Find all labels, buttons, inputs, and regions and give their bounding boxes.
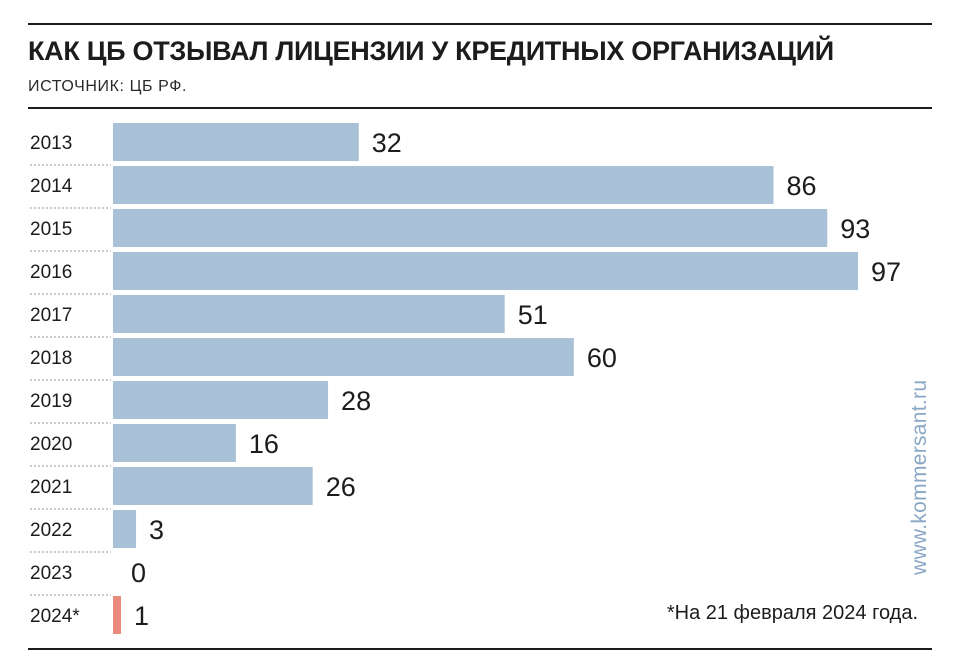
year-label-0: 2013	[30, 133, 72, 154]
value-label-7: 16	[249, 429, 279, 459]
bar-2020	[113, 424, 236, 462]
year-label-9: 2022	[30, 520, 72, 541]
value-label-1: 86	[787, 171, 817, 201]
year-label-8: 2021	[30, 477, 72, 498]
value-label-6: 28	[341, 386, 371, 416]
bar-2024	[113, 596, 121, 634]
value-label-10: 0	[131, 558, 146, 588]
bar-2021	[113, 467, 313, 505]
value-label-9: 3	[149, 515, 164, 545]
source-note: ИСТОЧНИК: ЦБ РФ.	[28, 78, 188, 95]
bar-2013	[113, 123, 359, 161]
bar-2016	[113, 252, 858, 290]
value-label-4: 51	[518, 300, 548, 330]
year-label-5: 2018	[30, 348, 72, 369]
year-label-3: 2016	[30, 262, 72, 283]
year-label-2: 2015	[30, 219, 72, 240]
bar-2019	[113, 381, 329, 419]
year-label-11: 2024*	[30, 606, 80, 627]
value-label-8: 26	[326, 472, 356, 502]
bar-2015	[113, 209, 828, 247]
header-divider	[28, 107, 932, 109]
chart-title: КАК ЦБ ОТЗЫВАЛ ЛИЦЕНЗИИ У КРЕДИТНЫХ ОРГА…	[28, 36, 834, 66]
bar-2022	[113, 510, 137, 548]
top-rule	[28, 23, 932, 25]
footnote: *На 21 февраля 2024 года.	[666, 602, 918, 624]
value-label-11: 1	[134, 601, 149, 631]
year-label-7: 2020	[30, 434, 72, 455]
watermark: www.kommersant.ru	[908, 379, 931, 575]
value-label-0: 32	[372, 128, 402, 158]
bar-2018	[113, 338, 574, 376]
year-label-4: 2017	[30, 305, 72, 326]
bottom-rule	[28, 648, 932, 650]
year-label-10: 2023	[30, 563, 72, 584]
value-label-2: 93	[840, 214, 870, 244]
year-label-1: 2014	[30, 176, 73, 197]
bar-2017	[113, 295, 505, 333]
value-label-3: 97	[871, 257, 901, 287]
year-label-6: 2019	[30, 391, 72, 412]
value-label-5: 60	[587, 343, 617, 373]
bar-2014	[113, 166, 774, 204]
